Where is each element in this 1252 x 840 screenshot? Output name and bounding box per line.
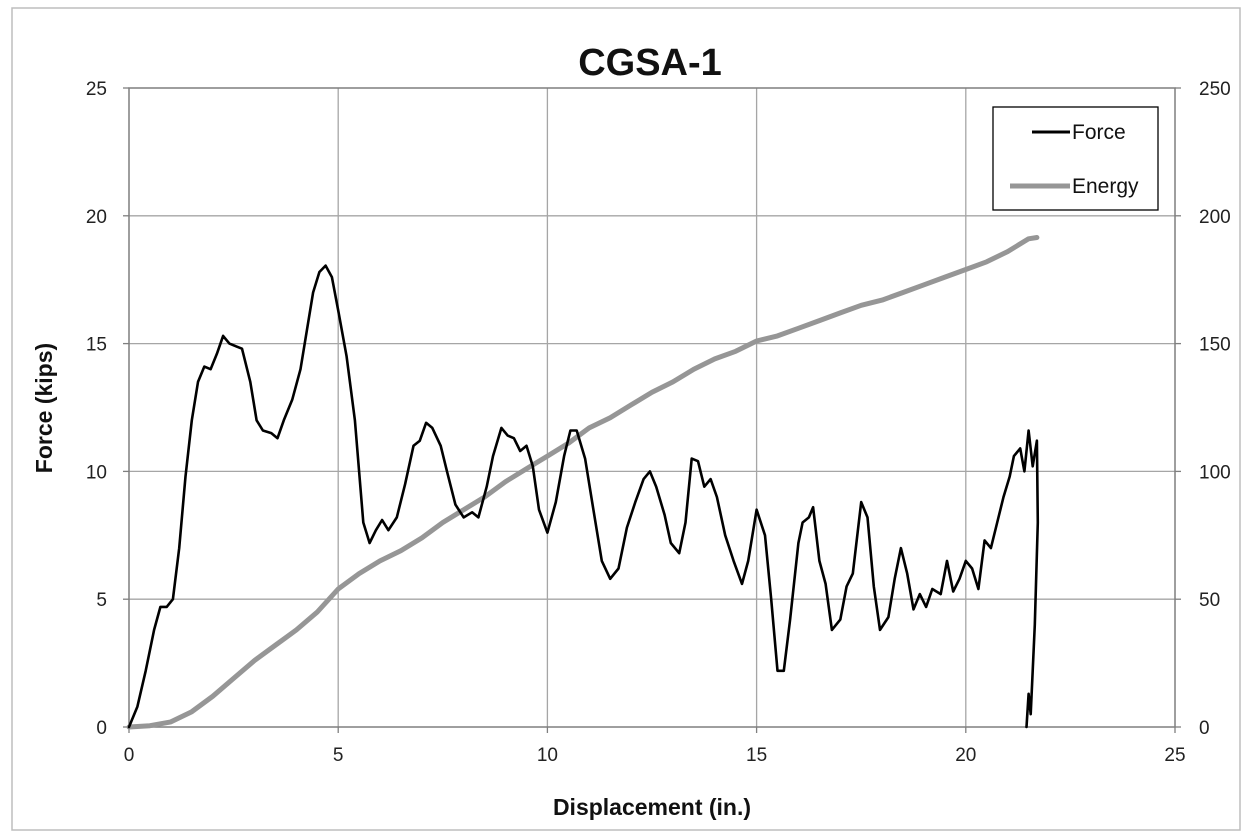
y2-axis-ticks: 0 50 100 150 200 250 (1175, 79, 1231, 739)
x-tick-label: 15 (746, 745, 767, 766)
y2-tick-label: 100 (1199, 462, 1231, 483)
legend-label-energy: Energy (1072, 175, 1139, 198)
y-tick-label: 25 (86, 79, 107, 100)
y2-tick-label: 150 (1199, 335, 1231, 356)
x-tick-label: 10 (537, 745, 558, 766)
chart-title: CGSA-1 (578, 42, 722, 84)
plot-area-border (128, 87, 1176, 728)
legend: Force Energy (992, 106, 1159, 211)
y2-tick-label: 250 (1199, 79, 1231, 100)
y2-tick-label: 50 (1199, 590, 1220, 611)
y-tick-label: 0 (96, 718, 107, 739)
x-tick-label: 0 (124, 745, 135, 766)
series-layer (126, 235, 1040, 730)
y-tick-label: 5 (96, 590, 107, 611)
y-tick-label: 20 (86, 207, 107, 228)
y2-tick-label: 0 (1199, 718, 1210, 739)
series-line-force (127, 264, 1040, 729)
x-tick-label: 5 (333, 745, 344, 766)
y-axis-ticks: 0 5 10 15 20 25 (86, 79, 129, 739)
series-line-energy (126, 235, 1040, 730)
y2-tick-label: 200 (1199, 207, 1231, 228)
x-axis-title: Displacement (in.) (553, 794, 751, 820)
x-axis-ticks: 0 5 10 15 20 25 (124, 727, 1186, 766)
grid-lines (129, 88, 1175, 727)
x-tick-label: 20 (955, 745, 976, 766)
legend-label-force: Force (1072, 121, 1126, 144)
legend-box (992, 106, 1159, 211)
y-tick-label: 10 (86, 462, 107, 483)
y-axis-title: Force (kips) (31, 343, 57, 473)
y-tick-label: 15 (86, 335, 107, 356)
x-tick-label: 25 (1164, 745, 1185, 766)
